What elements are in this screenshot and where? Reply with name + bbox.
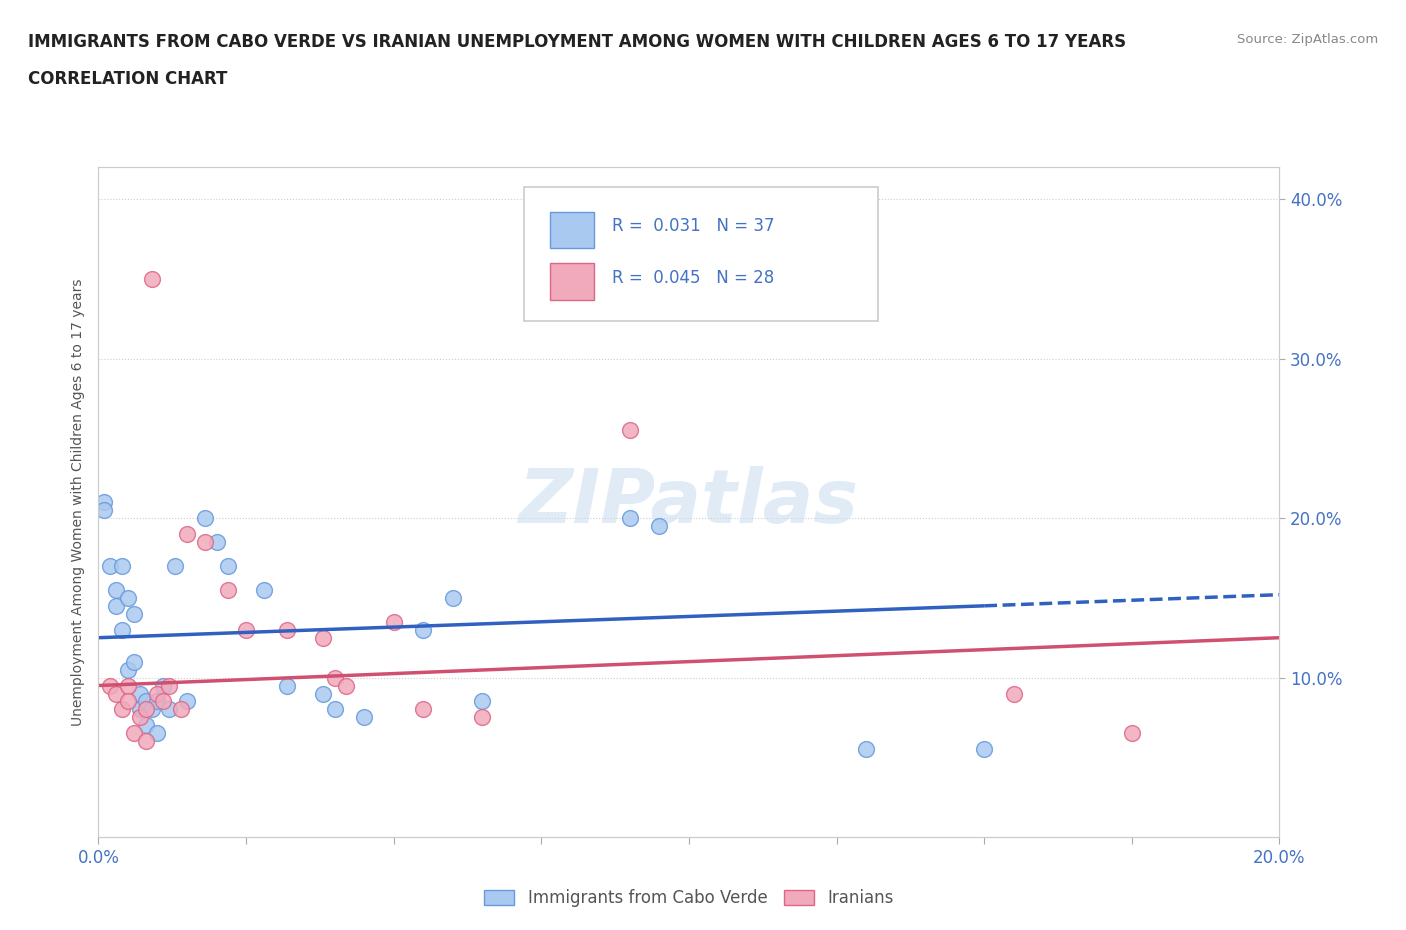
Point — [176, 694, 198, 709]
Point — [111, 622, 134, 637]
Point — [98, 678, 121, 693]
Text: IMMIGRANTS FROM CABO VERDE VS IRANIAN UNEMPLOYMENT AMONG WOMEN WITH CHILDREN AGE: IMMIGRANTS FROM CABO VERDE VS IRANIAN UN… — [28, 33, 1126, 50]
Point — [335, 678, 357, 693]
Point — [217, 582, 239, 597]
Point — [122, 726, 145, 741]
Text: R =  0.031   N = 37: R = 0.031 N = 37 — [612, 218, 775, 235]
Point — [117, 694, 139, 709]
Point — [128, 710, 150, 724]
Point — [312, 686, 335, 701]
FancyBboxPatch shape — [523, 188, 877, 322]
Bar — [550, 212, 595, 248]
Point — [471, 710, 494, 724]
Point — [619, 423, 641, 438]
Point — [855, 742, 877, 757]
Point — [312, 631, 335, 645]
Point — [141, 272, 163, 286]
Point — [135, 718, 157, 733]
Text: Source: ZipAtlas.com: Source: ZipAtlas.com — [1237, 33, 1378, 46]
Legend: Immigrants from Cabo Verde, Iranians: Immigrants from Cabo Verde, Iranians — [475, 881, 903, 916]
Point — [98, 559, 121, 574]
Point — [194, 535, 217, 550]
Point — [176, 526, 198, 541]
Point — [105, 582, 128, 597]
Point — [441, 591, 464, 605]
Point — [412, 622, 434, 637]
Point — [117, 591, 139, 605]
Point — [152, 694, 174, 709]
Point — [135, 734, 157, 749]
Point — [122, 654, 145, 669]
Point — [205, 535, 228, 550]
Point — [111, 702, 134, 717]
Text: R =  0.045   N = 28: R = 0.045 N = 28 — [612, 269, 775, 287]
Point — [1121, 726, 1143, 741]
Point — [471, 694, 494, 709]
Point — [170, 702, 193, 717]
Point — [105, 686, 128, 701]
Point — [157, 678, 180, 693]
Point — [141, 702, 163, 717]
Point — [323, 671, 346, 685]
Point — [619, 511, 641, 525]
Point — [146, 686, 169, 701]
Point — [105, 598, 128, 613]
Point — [146, 694, 169, 709]
Point — [128, 686, 150, 701]
Point — [323, 702, 346, 717]
Point — [382, 615, 405, 630]
Point — [412, 702, 434, 717]
Text: CORRELATION CHART: CORRELATION CHART — [28, 70, 228, 87]
Point — [194, 511, 217, 525]
Point — [648, 519, 671, 534]
Point — [135, 694, 157, 709]
Point — [117, 678, 139, 693]
Point — [135, 702, 157, 717]
Point — [93, 503, 115, 518]
Point — [146, 726, 169, 741]
Bar — [550, 263, 595, 300]
Point — [128, 702, 150, 717]
Point — [93, 495, 115, 510]
Point — [111, 559, 134, 574]
Point — [117, 662, 139, 677]
Point — [122, 606, 145, 621]
Point — [152, 678, 174, 693]
Point — [157, 702, 180, 717]
Point — [973, 742, 995, 757]
Point — [165, 559, 187, 574]
Point — [217, 559, 239, 574]
Point — [1002, 686, 1025, 701]
Point — [276, 622, 298, 637]
Point — [253, 582, 276, 597]
Point — [353, 710, 375, 724]
Y-axis label: Unemployment Among Women with Children Ages 6 to 17 years: Unemployment Among Women with Children A… — [72, 278, 86, 726]
Point — [235, 622, 257, 637]
Text: ZIPatlas: ZIPatlas — [519, 466, 859, 538]
Point — [276, 678, 298, 693]
